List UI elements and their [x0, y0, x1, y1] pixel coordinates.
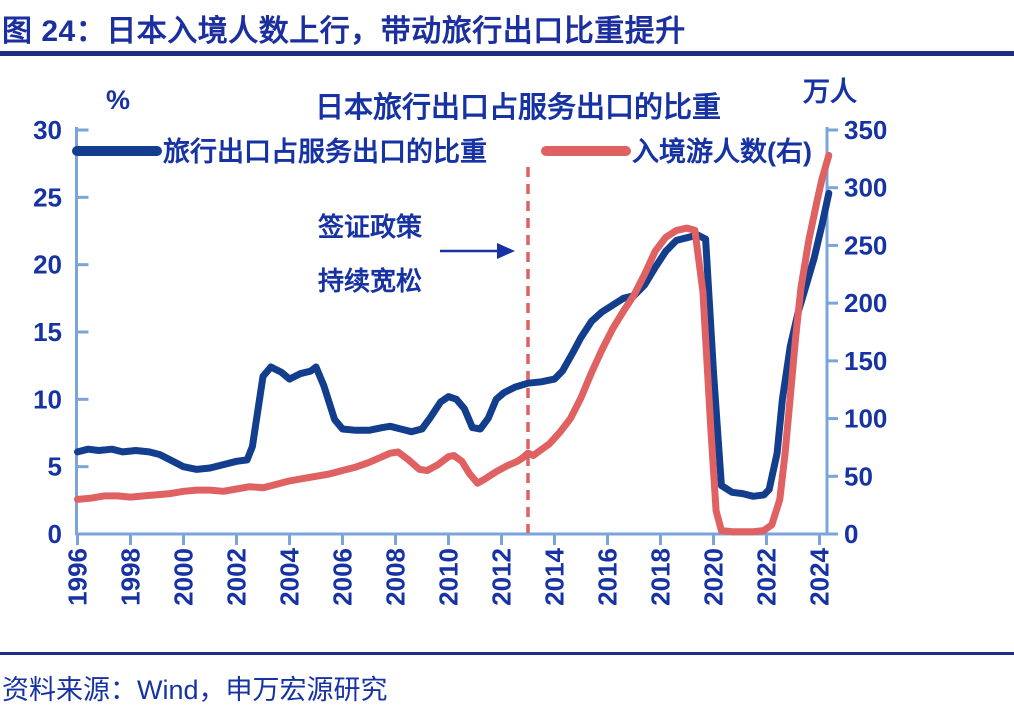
x-axis-year-label: 2016 — [593, 548, 623, 606]
x-axis-year-label: 2014 — [540, 547, 570, 605]
left-axis-tick-label: 30 — [33, 115, 62, 145]
annotation-arrow-head — [497, 243, 515, 259]
x-axis-year-label: 2004 — [275, 547, 305, 605]
x-axis-year-label: 2020 — [699, 548, 729, 606]
x-axis-year-label: 2002 — [222, 548, 252, 606]
series-line-inbound-visitors — [74, 151, 833, 536]
right-axis-tick-label: 350 — [844, 115, 887, 145]
right-axis-tick-label: 0 — [844, 519, 858, 549]
right-axis-tick-label: 150 — [844, 346, 887, 376]
x-axis-year-label: 2008 — [381, 548, 411, 606]
source-note: 资料来源：Wind，申万宏源研究 — [2, 675, 388, 705]
left-axis-tick-label: 20 — [33, 250, 62, 280]
series-line-travel-export-share — [74, 189, 833, 500]
x-axis-year-label: 1998 — [116, 548, 146, 606]
right-axis-tick-label: 300 — [844, 173, 887, 203]
right-axis-tick-label: 250 — [844, 230, 887, 260]
left-axis-unit-label: % — [106, 85, 130, 115]
legend-label-inbound-visitors: 入境游人数(右) — [632, 137, 812, 167]
annotation-line2: 持续宽松 — [318, 266, 422, 296]
x-axis-year-label: 2006 — [328, 548, 358, 606]
x-axis-year-label: 2012 — [487, 548, 517, 606]
left-axis-tick-label: 5 — [48, 452, 62, 482]
right-axis-unit-label: 万人 — [803, 77, 857, 107]
x-axis-year-label: 2018 — [646, 548, 676, 606]
right-axis-tick-label: 100 — [844, 404, 887, 434]
left-axis-tick-label: 25 — [33, 182, 62, 212]
x-axis-year-label: 2000 — [169, 548, 199, 606]
x-axis-year-label: 2024 — [805, 547, 835, 605]
footer-divider — [0, 652, 1014, 655]
legend-label-travel-export-share: 旅行出口占服务出口的比重 — [163, 136, 487, 167]
chart-title: 日本旅行出口占服务出口的比重 — [315, 90, 721, 124]
title-divider — [0, 51, 1014, 56]
x-axis-year-label: 1996 — [63, 548, 93, 606]
right-axis-tick-label: 200 — [844, 288, 887, 318]
left-axis-tick-label: 10 — [33, 384, 62, 414]
figure-title: 图 24：日本入境人数上行，带动旅行出口比重提升 — [2, 15, 686, 48]
x-axis-year-label: 2022 — [752, 548, 782, 606]
annotation-line1: 签证政策 — [318, 212, 422, 242]
left-axis-tick-label: 0 — [48, 519, 62, 549]
right-axis-tick-label: 50 — [844, 461, 873, 491]
x-axis-year-label: 2010 — [434, 548, 464, 606]
left-axis-tick-label: 15 — [33, 317, 62, 347]
